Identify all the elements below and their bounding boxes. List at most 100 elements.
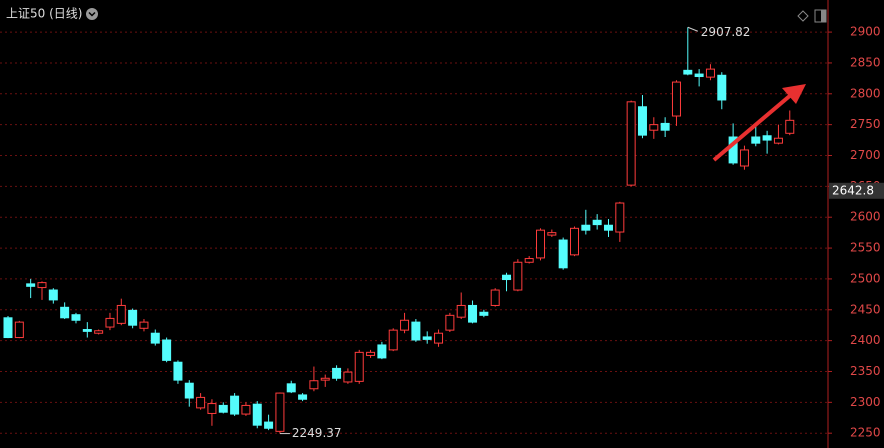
candle-body	[377, 344, 387, 359]
candle-body	[637, 106, 647, 136]
plot	[0, 27, 828, 434]
candle-body	[14, 321, 24, 339]
candle-body	[660, 122, 670, 131]
candle-body	[649, 124, 659, 131]
y-tick-label: 2500	[850, 271, 881, 285]
last-price-label: 2642.8	[832, 183, 874, 197]
candle-body	[592, 219, 602, 226]
candle-body	[728, 136, 738, 164]
y-tick-label: 2400	[850, 333, 881, 347]
y-tick-label: 2450	[850, 302, 881, 316]
candle-body	[479, 311, 489, 316]
candle-body	[547, 232, 557, 236]
panel-icon-fill	[821, 10, 826, 22]
candle-body	[581, 224, 591, 231]
candle-body	[332, 367, 342, 379]
candle-body	[558, 239, 568, 269]
y-tick-label: 2250	[850, 426, 881, 440]
candle-body	[343, 371, 353, 383]
y-tick-label: 2350	[850, 364, 881, 378]
candle-body	[502, 274, 512, 281]
candle-body	[150, 332, 160, 344]
high-label: 2907.82	[701, 25, 751, 39]
candle-body	[128, 309, 138, 326]
candle-body	[671, 81, 681, 117]
y-tick-label: 2700	[850, 148, 881, 162]
candle-body	[3, 317, 13, 339]
candle-body	[717, 74, 727, 101]
candle-body	[196, 396, 206, 409]
candle-body	[275, 392, 285, 432]
candle-body	[309, 380, 319, 390]
candle-body	[524, 258, 534, 263]
candle-body	[751, 136, 761, 144]
candle-body	[490, 289, 500, 306]
candle-body	[184, 382, 194, 399]
candle-body	[411, 321, 421, 341]
candle-body	[60, 306, 70, 319]
y-tick-label: 2300	[850, 395, 881, 409]
candle-body	[422, 336, 432, 340]
candle-body	[139, 321, 149, 329]
arrow-shaft	[712, 92, 794, 162]
candle-body	[366, 351, 376, 356]
candle-body	[26, 283, 36, 287]
arrow-head	[782, 84, 806, 104]
candle-body	[48, 289, 58, 301]
menu-chevron[interactable]	[88, 11, 96, 17]
y-tick-label: 2600	[850, 210, 881, 224]
candle-body	[626, 101, 636, 186]
candle-body	[536, 229, 546, 259]
y-tick-label: 2900	[850, 25, 881, 39]
candle-body	[94, 330, 104, 334]
candle-body	[773, 137, 783, 144]
candle-body	[71, 314, 81, 321]
candle-body	[570, 227, 579, 256]
candle-body	[264, 421, 274, 429]
diamond-icon[interactable]	[797, 10, 809, 22]
y-tick-label: 2800	[850, 86, 881, 100]
candle-body	[162, 339, 172, 361]
candle-body	[456, 304, 466, 318]
candle-body	[218, 404, 228, 413]
candle-body	[354, 351, 364, 382]
candle-body	[298, 394, 308, 400]
candle-body	[468, 304, 478, 323]
candle-body	[615, 202, 625, 233]
candle-body	[105, 317, 115, 328]
y-tick-label: 2750	[850, 117, 881, 131]
candle-body	[116, 304, 126, 324]
candle-body	[739, 149, 749, 167]
y-tick-label: 2550	[850, 241, 881, 255]
last-price-box	[829, 182, 884, 199]
candle-body	[400, 319, 410, 331]
candle-body	[37, 282, 47, 289]
candle-body	[513, 261, 523, 291]
candle-body	[603, 224, 613, 231]
candle-body	[785, 119, 795, 134]
candle-body	[286, 383, 296, 393]
low-label: 2249.37	[292, 426, 342, 440]
high-marker	[687, 26, 698, 32]
menu-circle[interactable]	[86, 8, 98, 20]
candle-body	[445, 314, 455, 331]
candle-body	[762, 135, 772, 141]
candle-body	[82, 329, 92, 332]
candle-body	[230, 395, 240, 415]
chart-title: 上证50 (日线)	[6, 7, 82, 21]
candle-body	[320, 377, 330, 381]
candle-body	[252, 403, 262, 426]
candle-body	[705, 68, 715, 78]
trend-arrow	[712, 84, 806, 162]
candle-body	[434, 332, 444, 344]
candle-body	[683, 69, 693, 75]
candle-body	[207, 403, 217, 414]
candle-body	[241, 404, 251, 415]
candle-body	[388, 329, 398, 351]
candle-body	[173, 361, 183, 381]
y-tick-label: 2850	[850, 55, 881, 69]
candle-body	[694, 73, 704, 78]
title-menu-icon[interactable]	[86, 8, 98, 20]
